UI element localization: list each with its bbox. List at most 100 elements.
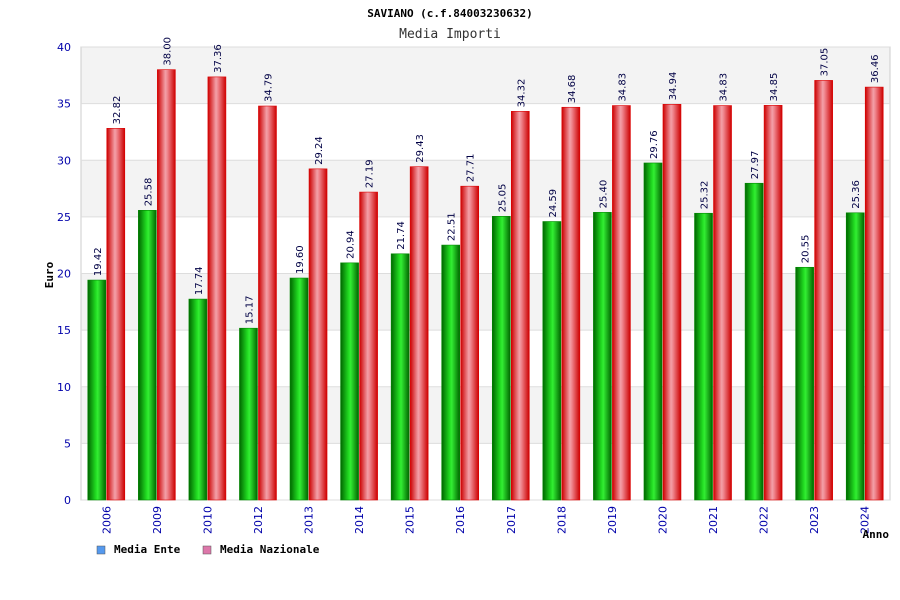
x-tick-label: 2015 bbox=[404, 506, 417, 534]
y-tick-label: 40 bbox=[57, 41, 71, 54]
data-label: 20.55 bbox=[801, 235, 812, 264]
x-tick-label: 2020 bbox=[656, 506, 669, 534]
data-label: 19.60 bbox=[295, 245, 306, 274]
data-label: 17.74 bbox=[194, 266, 205, 295]
bar-media-nazionale-2010 bbox=[207, 76, 227, 501]
bar-media-ente-2018 bbox=[542, 221, 562, 501]
bar-media-nazionale-2012 bbox=[258, 105, 277, 501]
data-label: 25.05 bbox=[497, 184, 508, 213]
bar-media-nazionale-2023 bbox=[814, 80, 833, 501]
bar-media-ente-2012 bbox=[239, 327, 258, 501]
data-label: 27.19 bbox=[365, 159, 376, 188]
x-tick-label: 2018 bbox=[555, 506, 568, 534]
x-tick-label: 2024 bbox=[859, 506, 872, 534]
bar-media-ente-2016 bbox=[441, 244, 461, 501]
bar-media-ente-2020 bbox=[643, 162, 663, 501]
data-labels: 19.42 32.82 25.58 38.00 17.74 37.36 15.17 34.79… bbox=[93, 37, 881, 324]
bar-media-ente-2010 bbox=[188, 298, 208, 501]
data-label: 34.94 bbox=[668, 72, 679, 101]
data-label: 19.42 bbox=[93, 247, 104, 276]
bar-media-nazionale-2015 bbox=[409, 166, 429, 501]
y-tick-label: 20 bbox=[57, 268, 71, 281]
bars bbox=[87, 69, 884, 501]
bar-media-ente-2015 bbox=[390, 253, 410, 501]
bar-media-nazionale-2013 bbox=[308, 168, 328, 501]
data-label: 29.76 bbox=[649, 130, 660, 159]
data-label: 27.71 bbox=[466, 154, 477, 183]
data-label: 34.32 bbox=[516, 79, 527, 108]
data-label: 37.36 bbox=[213, 44, 224, 73]
data-label: 38.00 bbox=[162, 37, 173, 66]
y-tick-label: 35 bbox=[57, 98, 71, 111]
x-tick-label: 2010 bbox=[201, 506, 214, 534]
y-axis-label: Euro bbox=[43, 261, 56, 288]
y-tick-label: 10 bbox=[57, 381, 71, 394]
x-tick-label: 2012 bbox=[252, 506, 265, 534]
x-axis-ticks: 2006 2009 2010 2012 2013 2014 2015 2016 2017 2018… bbox=[100, 506, 871, 534]
data-label: 25.32 bbox=[700, 181, 711, 210]
data-label: 15.17 bbox=[244, 296, 255, 325]
bar-media-nazionale-2018 bbox=[561, 106, 581, 501]
data-label: 34.68 bbox=[567, 75, 578, 104]
x-tick-label: 2023 bbox=[808, 506, 821, 534]
legend-swatch-media-nazionale bbox=[202, 545, 212, 555]
y-tick-label: 5 bbox=[64, 437, 71, 450]
bar-media-ente-2009 bbox=[138, 210, 157, 501]
data-label: 37.05 bbox=[820, 48, 831, 77]
bar-media-nazionale-2017 bbox=[510, 111, 530, 501]
x-tick-label: 2017 bbox=[505, 506, 518, 534]
chart-title: SAVIANO (c.f.84003230632) bbox=[367, 7, 533, 20]
bar-media-nazionale-2022 bbox=[763, 105, 783, 501]
y-tick-label: 15 bbox=[57, 324, 71, 337]
bar-media-ente-2013 bbox=[289, 277, 309, 501]
bar-media-nazionale-2016 bbox=[460, 185, 480, 501]
x-tick-label: 2022 bbox=[758, 506, 771, 534]
bar-media-nazionale-2014 bbox=[359, 191, 378, 501]
legend-label-media-nazionale: Media Nazionale bbox=[220, 543, 320, 556]
x-tick-label: 2013 bbox=[303, 506, 316, 534]
bar-media-ente-2024 bbox=[845, 212, 865, 501]
bar-media-ente-2006 bbox=[87, 279, 107, 501]
x-tick-label: 2016 bbox=[454, 506, 467, 534]
bar-media-ente-2017 bbox=[491, 216, 511, 501]
chart-subtitle: Media Importi bbox=[399, 27, 501, 42]
data-label: 21.74 bbox=[396, 221, 407, 250]
data-label: 34.85 bbox=[769, 73, 780, 102]
data-label: 32.82 bbox=[112, 96, 123, 125]
data-label: 25.36 bbox=[851, 180, 862, 209]
bar-media-ente-2019 bbox=[593, 212, 612, 501]
y-tick-label: 0 bbox=[64, 494, 71, 507]
bar-media-nazionale-2006 bbox=[106, 128, 126, 501]
bar-media-nazionale-2020 bbox=[662, 104, 682, 501]
data-label: 29.43 bbox=[415, 134, 426, 163]
legend-label-media-ente: Media Ente bbox=[114, 543, 181, 556]
x-tick-label: 2014 bbox=[353, 506, 366, 534]
data-label: 25.58 bbox=[143, 178, 154, 207]
bar-media-nazionale-2021 bbox=[713, 105, 732, 501]
data-label: 36.46 bbox=[870, 54, 881, 83]
legend: Media Ente Media Nazionale bbox=[96, 543, 320, 556]
bar-media-ente-2014 bbox=[340, 262, 359, 501]
y-tick-label: 25 bbox=[57, 211, 71, 224]
data-label: 27.97 bbox=[750, 151, 761, 180]
data-label: 20.94 bbox=[346, 230, 357, 259]
x-tick-label: 2009 bbox=[151, 506, 164, 534]
data-label: 29.24 bbox=[314, 136, 325, 165]
bar-media-nazionale-2009 bbox=[157, 69, 176, 501]
bar-media-ente-2023 bbox=[795, 266, 814, 501]
bar-media-nazionale-2019 bbox=[612, 105, 631, 501]
bar-media-ente-2022 bbox=[744, 182, 764, 501]
data-label: 34.83 bbox=[719, 73, 730, 102]
bar-media-nazionale-2024 bbox=[864, 86, 884, 501]
data-label: 22.51 bbox=[447, 212, 458, 241]
data-label: 24.59 bbox=[548, 189, 559, 218]
x-tick-label: 2019 bbox=[606, 506, 619, 534]
x-axis-label: Anno bbox=[863, 528, 890, 541]
y-axis-ticks: 0 5 10 15 20 25 30 35 40 bbox=[57, 41, 71, 507]
x-tick-label: 2006 bbox=[100, 506, 113, 534]
x-tick-label: 2021 bbox=[707, 506, 720, 534]
data-label: 34.83 bbox=[617, 73, 628, 102]
y-tick-label: 30 bbox=[57, 154, 71, 167]
data-label: 34.79 bbox=[263, 73, 274, 102]
